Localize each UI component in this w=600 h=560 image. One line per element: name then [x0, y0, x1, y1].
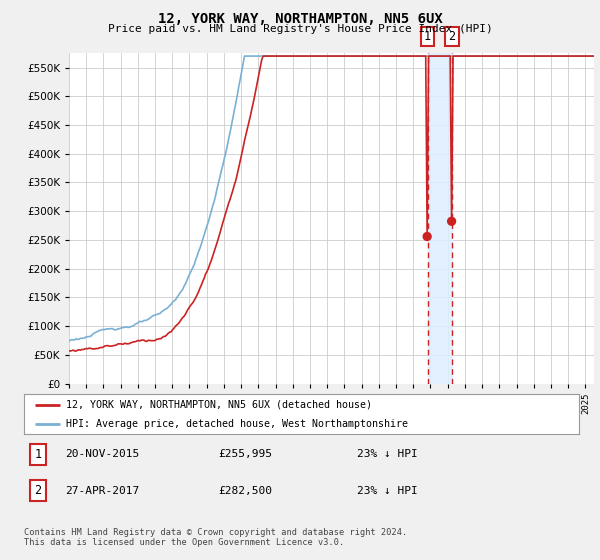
Text: 2: 2 — [34, 484, 41, 497]
Bar — [428, 53, 452, 384]
Point — [447, 217, 457, 226]
Text: 1: 1 — [424, 30, 431, 43]
Text: 27-APR-2017: 27-APR-2017 — [65, 486, 140, 496]
Point — [422, 232, 432, 241]
Text: 12, YORK WAY, NORTHAMPTON, NN5 6UX (detached house): 12, YORK WAY, NORTHAMPTON, NN5 6UX (deta… — [65, 400, 371, 410]
Text: HPI: Average price, detached house, West Northamptonshire: HPI: Average price, detached house, West… — [65, 419, 407, 429]
Text: 1: 1 — [34, 447, 41, 461]
Text: 2: 2 — [448, 30, 455, 43]
Text: 12, YORK WAY, NORTHAMPTON, NN5 6UX: 12, YORK WAY, NORTHAMPTON, NN5 6UX — [158, 12, 442, 26]
Text: 23% ↓ HPI: 23% ↓ HPI — [357, 486, 418, 496]
Text: 20-NOV-2015: 20-NOV-2015 — [65, 449, 140, 459]
Text: £255,995: £255,995 — [218, 449, 272, 459]
Text: Contains HM Land Registry data © Crown copyright and database right 2024.
This d: Contains HM Land Registry data © Crown c… — [24, 528, 407, 547]
Text: Price paid vs. HM Land Registry's House Price Index (HPI): Price paid vs. HM Land Registry's House … — [107, 24, 493, 34]
Text: 23% ↓ HPI: 23% ↓ HPI — [357, 449, 418, 459]
Text: £282,500: £282,500 — [218, 486, 272, 496]
